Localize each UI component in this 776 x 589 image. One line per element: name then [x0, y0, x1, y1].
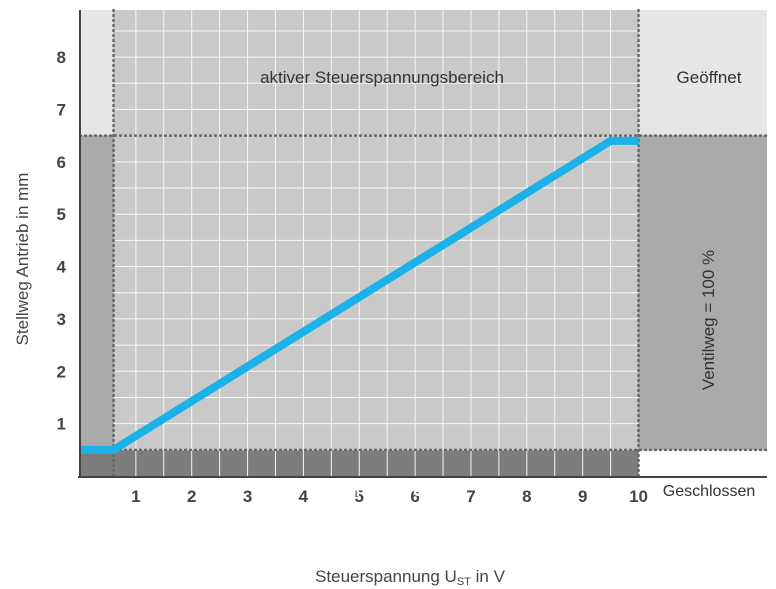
x-tick-label: 10 — [629, 487, 648, 506]
x-tick-label: 8 — [522, 487, 531, 506]
opened-label: Geöffnet — [677, 68, 742, 87]
y-tick-label: 6 — [57, 153, 66, 172]
valve-stroke-region — [638, 135, 767, 450]
x-tick-label: 3 — [243, 487, 252, 506]
y-tick-label: 8 — [57, 48, 66, 67]
x-axis-label-subscript: ST — [457, 576, 471, 588]
closed-box — [638, 449, 767, 476]
closed-label: Geschlossen — [663, 483, 756, 500]
chart-series — [80, 136, 639, 454]
y-tick-label: 1 — [57, 415, 66, 434]
x-axis-label-main: Steuerspannung U — [315, 567, 457, 586]
x-axis-label: Steuerspannung UST in V — [315, 567, 506, 588]
data-series-line — [80, 136, 639, 454]
y-tick-label: 7 — [57, 100, 66, 119]
y-tick-label: 2 — [57, 362, 66, 381]
valve-stroke-label: Ventilweg = 100 % — [699, 250, 718, 390]
x-axis-label-unit: in V — [471, 567, 506, 586]
y-tick-label: 5 — [57, 205, 66, 224]
y-tick-label: 3 — [57, 310, 66, 329]
chart-grid — [113, 10, 639, 476]
x-tick-label: 2 — [187, 487, 196, 506]
y-axis-label: Stellweg Antrieb in mm — [13, 173, 32, 346]
active-range-label: aktiver Steuerspannungsbereich — [260, 68, 504, 87]
x-tick-label: 4 — [299, 487, 309, 506]
x-tick-label: 5 — [355, 487, 364, 506]
left-stroke-region — [80, 135, 114, 450]
chart-axes — [78, 10, 767, 478]
x-tick-label: 7 — [466, 487, 475, 506]
x-tick-label: 9 — [578, 487, 587, 506]
overstroke-label: Überhubbereich — [317, 481, 447, 500]
y-tick-label: 4 — [57, 258, 67, 277]
chart-threshold-lines — [78, 8, 769, 478]
chart-ticks: 1 2 3 4 5 6 7 8 9 10 1 2 3 4 5 6 7 8 — [57, 48, 648, 506]
x-tick-label: 6 — [410, 487, 419, 506]
x-tick-label: 1 — [131, 487, 140, 506]
